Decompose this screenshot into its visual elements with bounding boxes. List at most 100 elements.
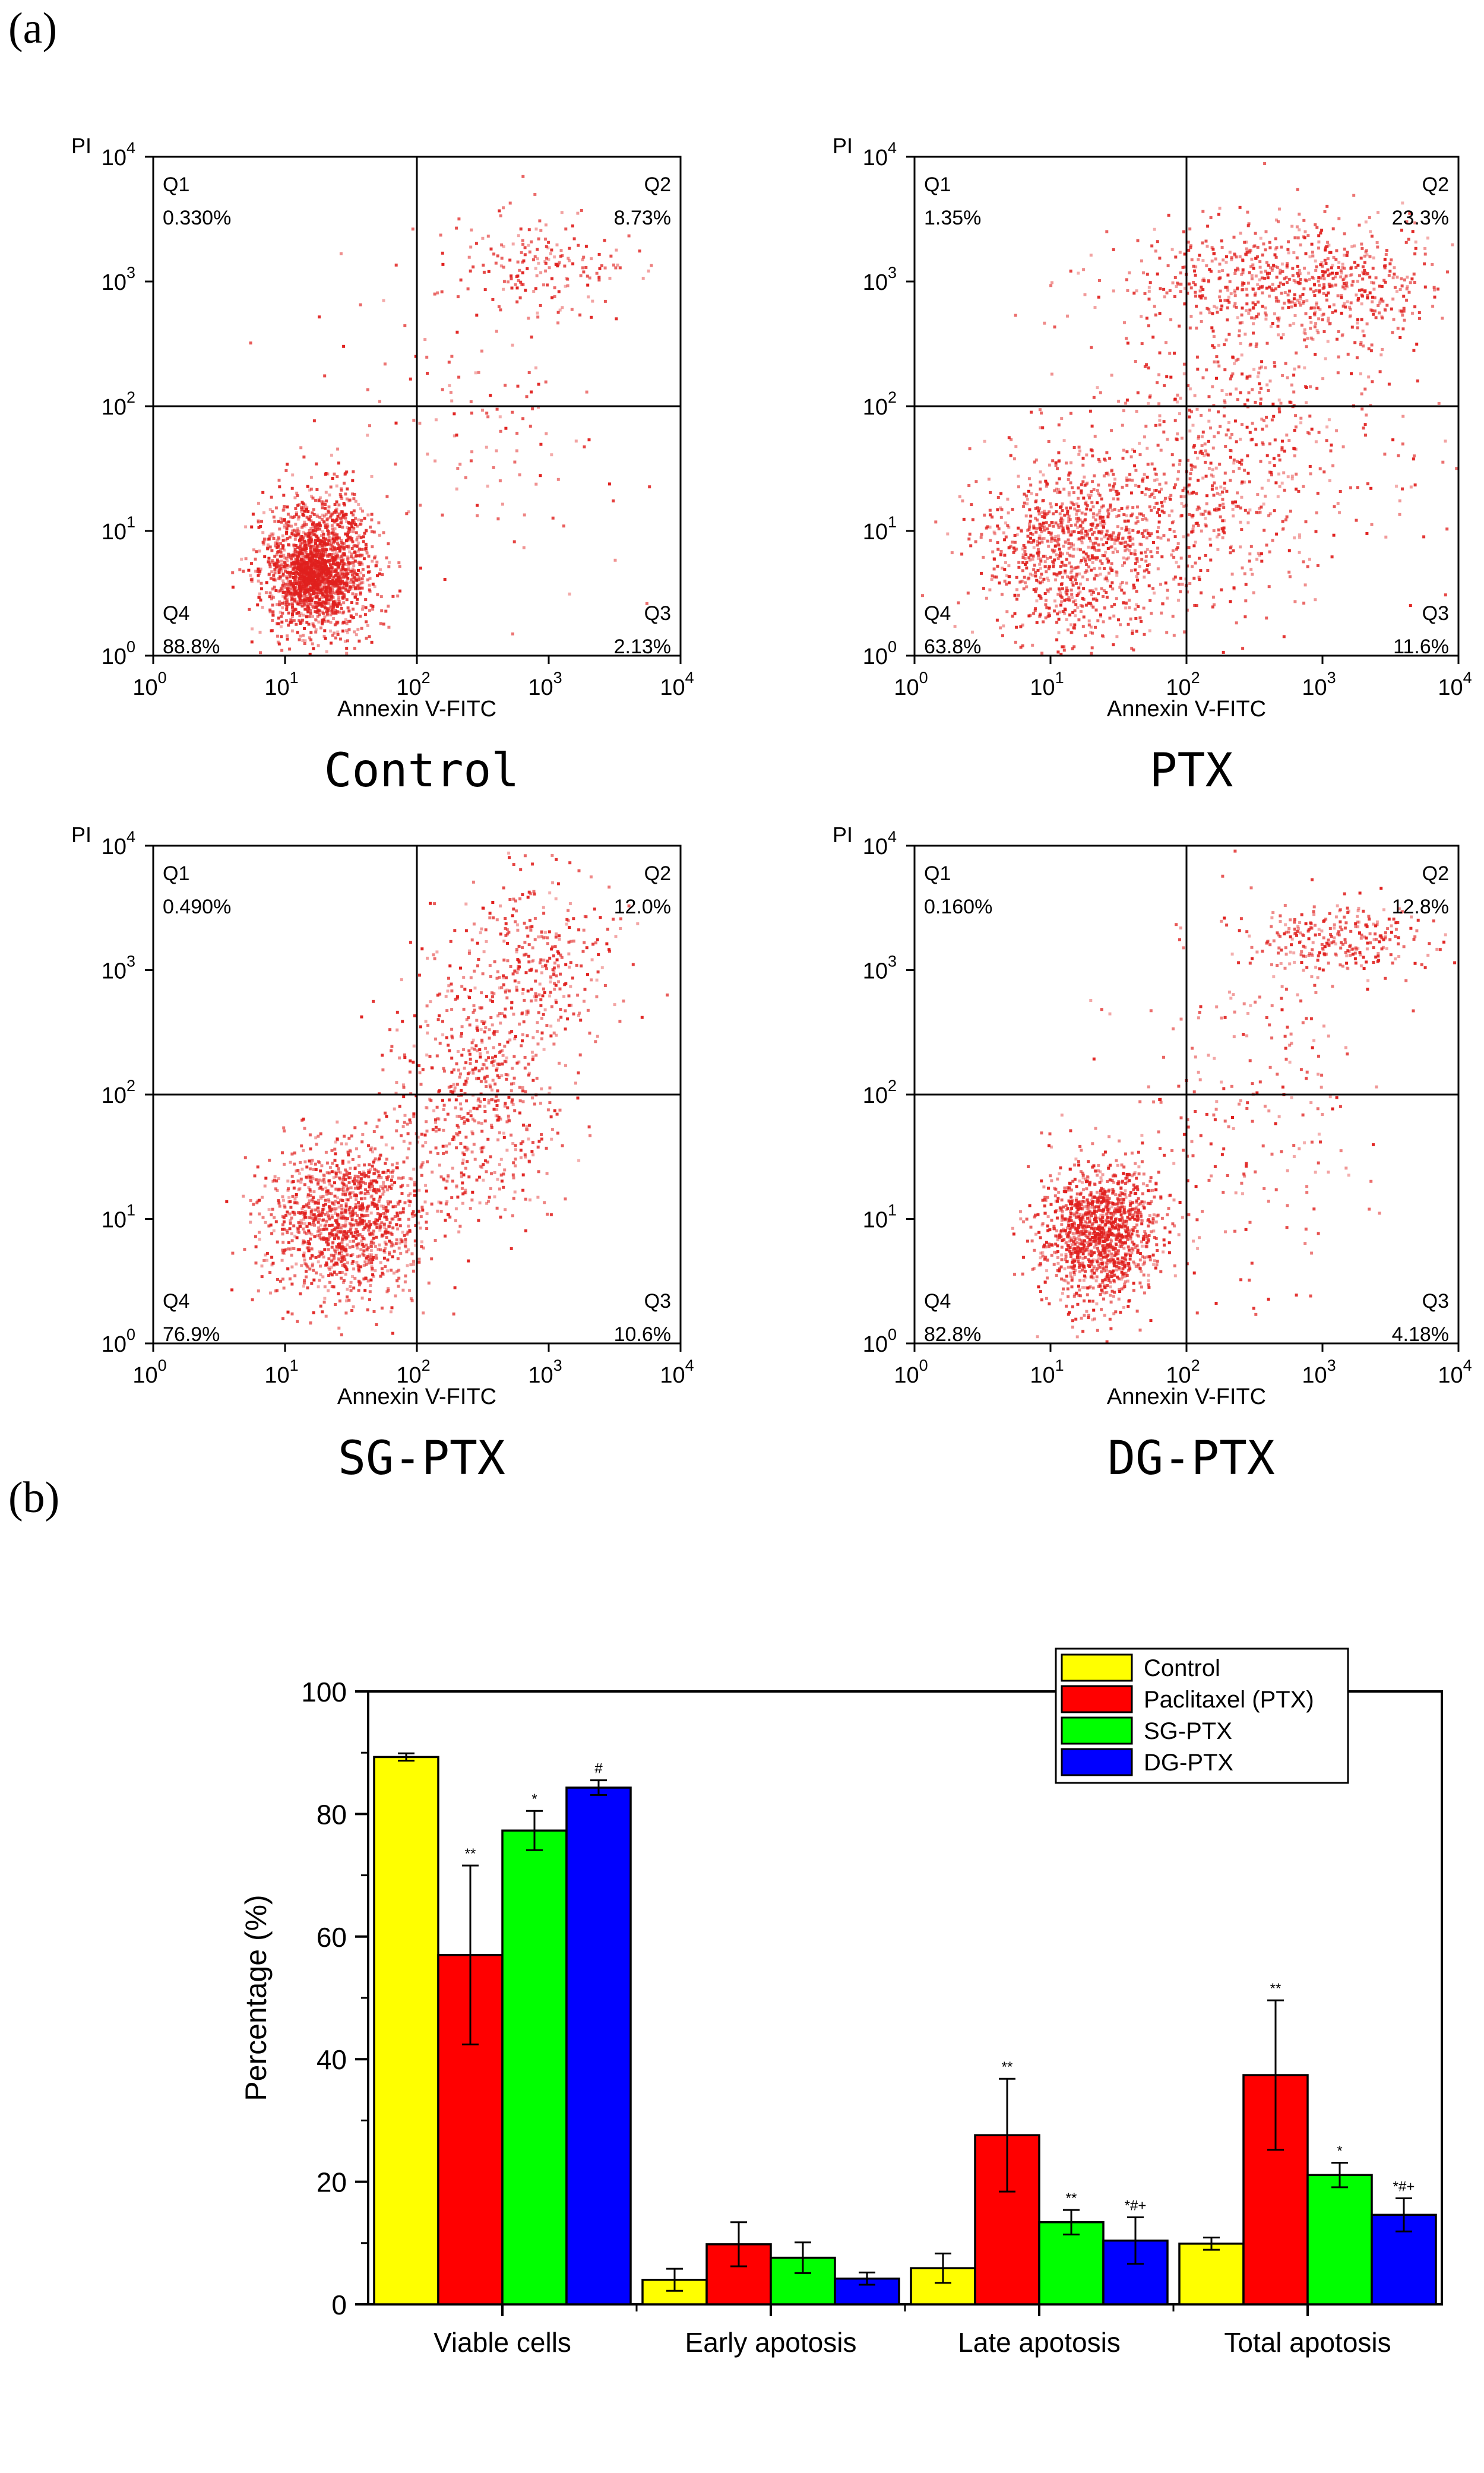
tick-base: 10 <box>102 959 126 984</box>
x-tick-label: 101 <box>264 1356 298 1388</box>
tick-exponent: 2 <box>1191 1356 1200 1374</box>
x-tick-label: 103 <box>1302 1356 1336 1388</box>
tick-base: 10 <box>660 1363 685 1388</box>
x-tick-label: 100 <box>132 1356 166 1388</box>
quadrant-name: Q1 <box>163 173 189 196</box>
quadrant-name: Q2 <box>1422 173 1449 196</box>
quadrant-name: Q3 <box>1422 602 1449 625</box>
tick-base: 10 <box>1030 675 1055 700</box>
tick-exponent: 2 <box>888 1077 897 1095</box>
y-tick-label: 103 <box>863 264 897 295</box>
tick-base: 10 <box>1030 1363 1055 1388</box>
quadrant-name: Q4 <box>924 602 951 625</box>
tick-exponent: 1 <box>126 513 135 531</box>
tick-base: 10 <box>863 644 888 669</box>
y-tick-label: 60 <box>317 1922 347 1953</box>
tick-exponent: 1 <box>290 669 299 687</box>
bar <box>501 1829 568 2306</box>
tick-exponent: 1 <box>1055 669 1064 687</box>
legend-swatch <box>1061 1716 1133 1745</box>
y-axis-label: PI <box>833 823 853 847</box>
tick-base: 10 <box>102 1332 126 1357</box>
tick-base: 10 <box>132 675 157 700</box>
x-tick-label: 102 <box>1166 1356 1200 1388</box>
quadrant-percent: 0.160% <box>924 896 992 918</box>
y-tick-label: 100 <box>301 1677 347 1707</box>
quadrant-percent: 2.13% <box>614 635 671 658</box>
tick-base: 10 <box>660 675 685 700</box>
significance-mark: # <box>594 1761 603 1777</box>
condition-label: DG-PTX <box>1108 1432 1275 1485</box>
tick-base: 10 <box>102 520 126 545</box>
tick-base: 10 <box>264 1363 289 1388</box>
quadrant-percent: 76.9% <box>163 1323 220 1346</box>
tick-exponent: 3 <box>553 669 562 687</box>
tick-base: 10 <box>1302 1363 1327 1388</box>
category-label: Early apotosis <box>685 2327 857 2358</box>
tick-base: 10 <box>863 270 888 295</box>
quadrant-percent: 23.3% <box>1392 207 1449 229</box>
tick-base: 10 <box>1302 675 1327 700</box>
legend-label: DG-PTX <box>1144 1750 1233 1776</box>
quadrant-percent: 0.330% <box>163 207 231 229</box>
significance-mark: ** <box>1002 2059 1013 2075</box>
tick-exponent: 4 <box>685 1356 694 1374</box>
x-tick-label: 100 <box>894 669 928 700</box>
condition-label: Control <box>324 744 520 798</box>
tick-base: 10 <box>863 1083 888 1108</box>
x-tick-label: 102 <box>1166 669 1200 700</box>
y-tick-label: 104 <box>102 828 135 859</box>
legend-label: Paclitaxel (PTX) <box>1144 1687 1314 1713</box>
x-tick-label: 104 <box>1438 1356 1472 1388</box>
x-tick-label: 104 <box>660 1356 694 1388</box>
tick-exponent: 4 <box>888 139 897 157</box>
y-tick-label: 101 <box>863 1201 897 1233</box>
tick-exponent: 0 <box>919 669 928 687</box>
quadrant-percent: 0.490% <box>163 896 231 918</box>
tick-exponent: 2 <box>1191 669 1200 687</box>
tick-base: 10 <box>102 1083 126 1108</box>
x-tick-label: 102 <box>396 1356 430 1388</box>
x-axis-label: Annexin V-FITC <box>1107 697 1266 722</box>
tick-base: 10 <box>1438 1363 1463 1388</box>
tick-base: 10 <box>894 675 919 700</box>
y-tick-label: 102 <box>102 388 135 420</box>
tick-exponent: 2 <box>126 1077 135 1095</box>
legend-label: SG-PTX <box>1144 1718 1232 1744</box>
significance-mark: ** <box>1066 2190 1077 2206</box>
tick-exponent: 0 <box>126 1326 135 1343</box>
tick-exponent: 3 <box>126 953 135 970</box>
tick-exponent: 1 <box>888 513 897 531</box>
x-axis-label: Annexin V-FITC <box>1107 1384 1266 1409</box>
tick-base: 10 <box>396 675 421 700</box>
bar <box>565 1786 632 2306</box>
quadrant-name: Q3 <box>644 1290 671 1313</box>
y-axis-label: PI <box>71 134 91 158</box>
tick-exponent: 0 <box>158 669 167 687</box>
scatter-events <box>1011 849 1457 1343</box>
quadrant-percent: 88.8% <box>163 635 220 658</box>
tick-exponent: 4 <box>1463 1356 1472 1374</box>
tick-base: 10 <box>102 270 126 295</box>
tick-exponent: 3 <box>888 953 897 970</box>
tick-base: 10 <box>863 834 888 859</box>
tick-base: 10 <box>102 834 126 859</box>
quadrant-name: Q4 <box>924 1290 951 1313</box>
tick-base: 10 <box>863 146 888 170</box>
tick-exponent: 3 <box>1327 1356 1336 1374</box>
tick-base: 10 <box>528 1363 553 1388</box>
tick-exponent: 3 <box>126 264 135 282</box>
legend-label: Control <box>1144 1655 1220 1681</box>
tick-exponent: 1 <box>888 1201 897 1219</box>
tick-base: 10 <box>894 1363 919 1388</box>
y-axis-label: PI <box>71 823 91 847</box>
quadrant-percent: 82.8% <box>924 1323 981 1346</box>
quadrant-percent: 8.73% <box>614 207 671 229</box>
tick-exponent: 3 <box>1327 669 1336 687</box>
x-tick-label: 100 <box>894 1356 928 1388</box>
bar <box>1178 2243 1245 2306</box>
condition-label: PTX <box>1150 744 1233 798</box>
y-tick-label: 100 <box>863 638 897 669</box>
tick-exponent: 1 <box>290 1356 299 1374</box>
legend-swatch <box>1061 1748 1133 1776</box>
